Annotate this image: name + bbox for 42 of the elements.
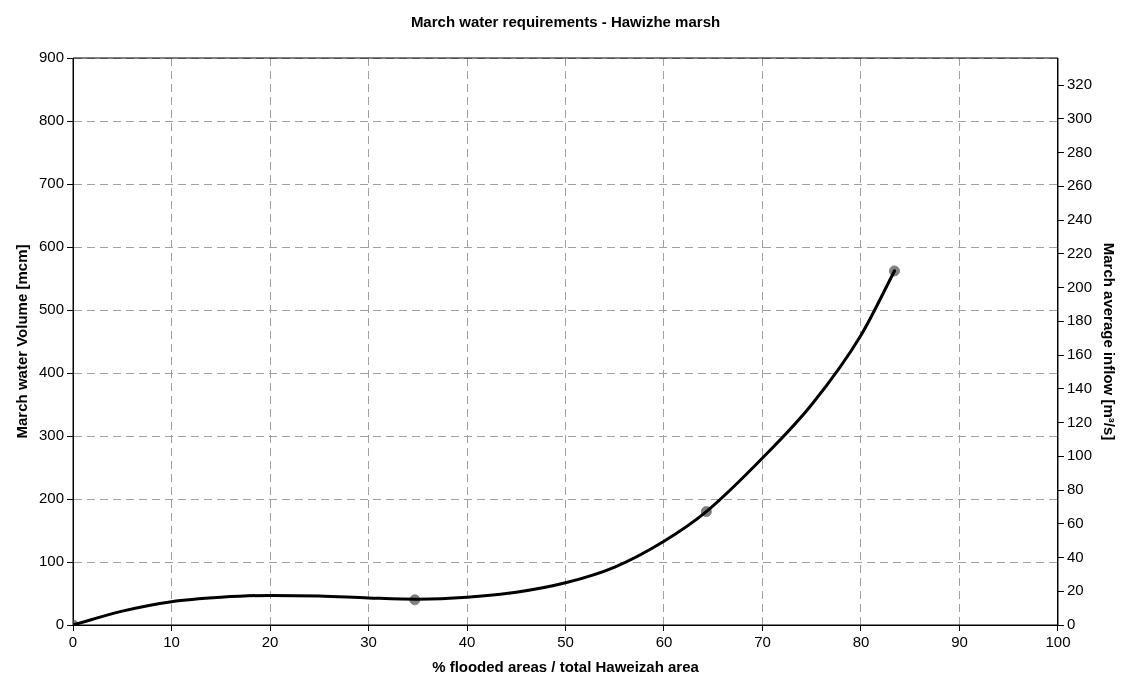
y2-tick-label: 180 bbox=[1066, 311, 1092, 329]
x-tick-label: 50 bbox=[557, 633, 574, 651]
y2-tick-label: 280 bbox=[1066, 142, 1092, 160]
x-tick-label: 100 bbox=[1045, 633, 1071, 651]
x-tick-label: 10 bbox=[163, 633, 180, 651]
y2-tick-label: 80 bbox=[1066, 480, 1084, 498]
y2-tick-label: 220 bbox=[1066, 243, 1092, 261]
y-axis-title: March water Volume [mcm] bbox=[13, 244, 31, 439]
x-tick-label: 40 bbox=[458, 633, 476, 651]
y2-tick-label: 300 bbox=[1066, 108, 1092, 126]
x-tick-label: 20 bbox=[261, 633, 279, 651]
y2-tick-label: 260 bbox=[1066, 176, 1092, 194]
y2-tick-label: 100 bbox=[1066, 446, 1092, 464]
y2-tick-label: 320 bbox=[1066, 75, 1092, 93]
y-tick-label: 800 bbox=[39, 111, 65, 129]
y-tick-label: 500 bbox=[39, 300, 65, 318]
x-tick-label: 60 bbox=[655, 633, 673, 651]
y2-tick-label: 240 bbox=[1066, 210, 1092, 228]
x-tick-label: 30 bbox=[360, 633, 377, 651]
y-tick-label: 100 bbox=[39, 552, 65, 570]
y-tick-label: 300 bbox=[39, 426, 65, 444]
x-tick-label: 70 bbox=[754, 633, 771, 651]
x-tick-label: 90 bbox=[951, 633, 968, 651]
y2-tick-label: 60 bbox=[1066, 513, 1084, 531]
y2-tick-label: 140 bbox=[1066, 378, 1092, 396]
y2-tick-label: 200 bbox=[1066, 277, 1092, 295]
x-axis-title: % flooded areas / total Haweizah area bbox=[432, 658, 700, 676]
y-tick-label: 0 bbox=[55, 615, 65, 633]
y2-axis-title: March average inflow [m³/s] bbox=[1100, 242, 1118, 441]
y-tick-label: 700 bbox=[39, 174, 65, 192]
y2-tick-label: 160 bbox=[1066, 345, 1092, 363]
y-tick-label: 400 bbox=[39, 363, 65, 381]
y-tick-label: 900 bbox=[39, 48, 65, 66]
y2-tick-label: 120 bbox=[1066, 412, 1092, 430]
chart-title: March water requirements - Hawizhe marsh bbox=[410, 13, 721, 31]
x-tick-label: 80 bbox=[852, 633, 870, 651]
x-tick-label: 0 bbox=[68, 633, 78, 651]
y-tick-label: 600 bbox=[39, 237, 65, 255]
y2-tick-label: 40 bbox=[1066, 547, 1084, 565]
y2-tick-label: 0 bbox=[1066, 615, 1076, 633]
y2-tick-label: 20 bbox=[1066, 581, 1084, 599]
y-tick-label: 200 bbox=[39, 489, 65, 507]
